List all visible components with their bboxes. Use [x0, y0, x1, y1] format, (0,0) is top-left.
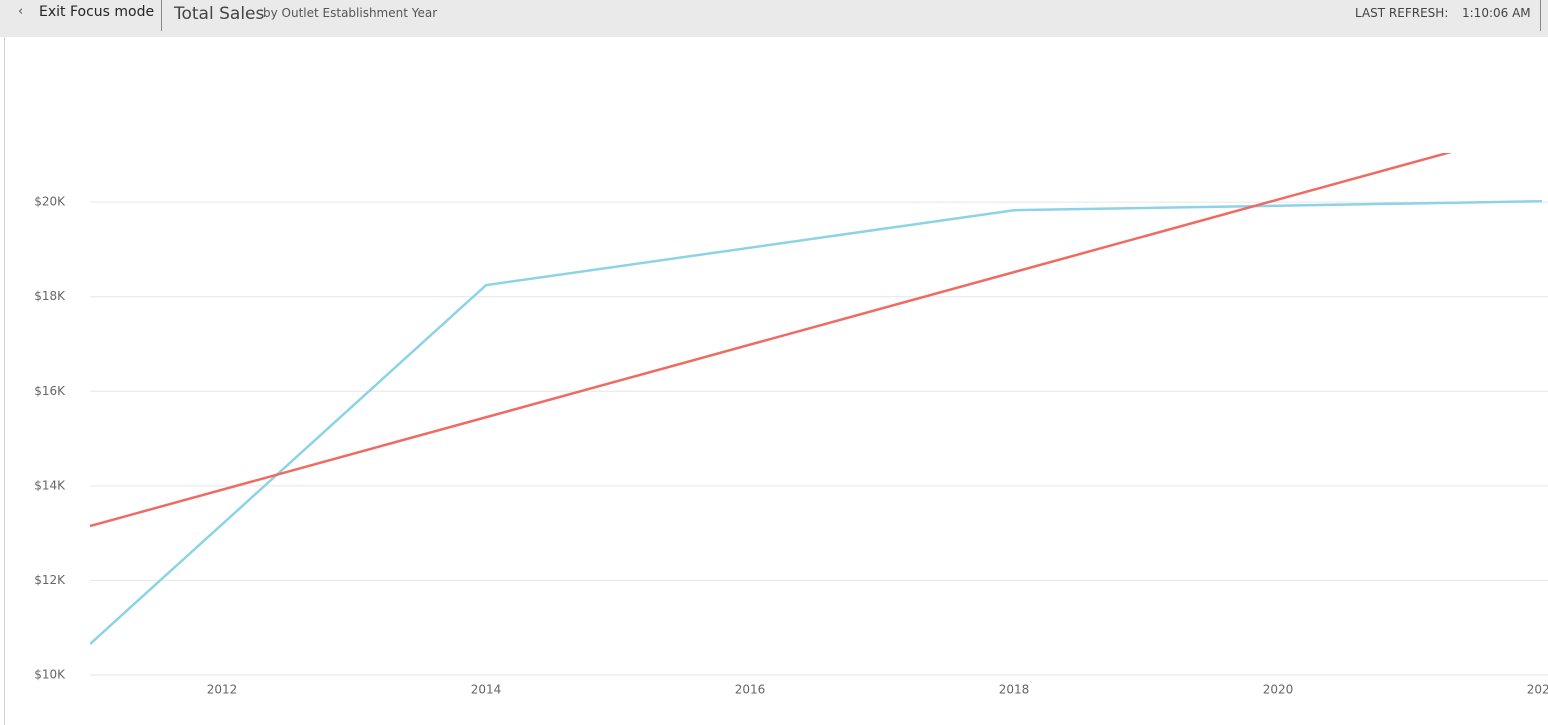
visual-title: Total Sales [174, 4, 265, 24]
x-tick-label: 2018 [999, 683, 1030, 697]
visual-subtitle: by Outlet Establishment Year [263, 6, 438, 20]
x-tick-label: 2020 [1263, 683, 1294, 697]
header-bar: ‹ Exit Focus mode Total Sales by Outlet … [0, 0, 1548, 37]
axis-labels: $10K $12K $14K $16K $18K $20K 2012 2014 2016 2018… [34, 195, 1548, 697]
x-tick-label: 2016 [735, 683, 766, 697]
x-tick-label: 2022 [1527, 683, 1548, 697]
exit-focus-button[interactable]: Exit Focus mode [39, 4, 155, 20]
y-tick-label: $12K [34, 573, 66, 587]
plot-area [90, 153, 1543, 645]
y-tick-label: $20K [34, 195, 66, 209]
separator [1540, 0, 1541, 31]
focus-border [4, 37, 5, 725]
refresh-label: LAST REFRESH: [1355, 6, 1449, 20]
separator [161, 0, 162, 31]
y-tick-label: $14K [34, 478, 66, 492]
series-line [90, 199, 1543, 645]
series-line [90, 153, 1453, 528]
grid [90, 201, 1548, 676]
x-tick-label: 2014 [471, 683, 502, 697]
x-tick-label: 2012 [207, 683, 238, 697]
y-tick-label: $18K [34, 289, 66, 303]
back-icon[interactable]: ‹ [18, 4, 24, 19]
y-tick-label: $16K [34, 384, 66, 398]
refresh-time: 1:10:06 AM [1462, 6, 1531, 20]
y-tick-label: $10K [34, 668, 66, 682]
